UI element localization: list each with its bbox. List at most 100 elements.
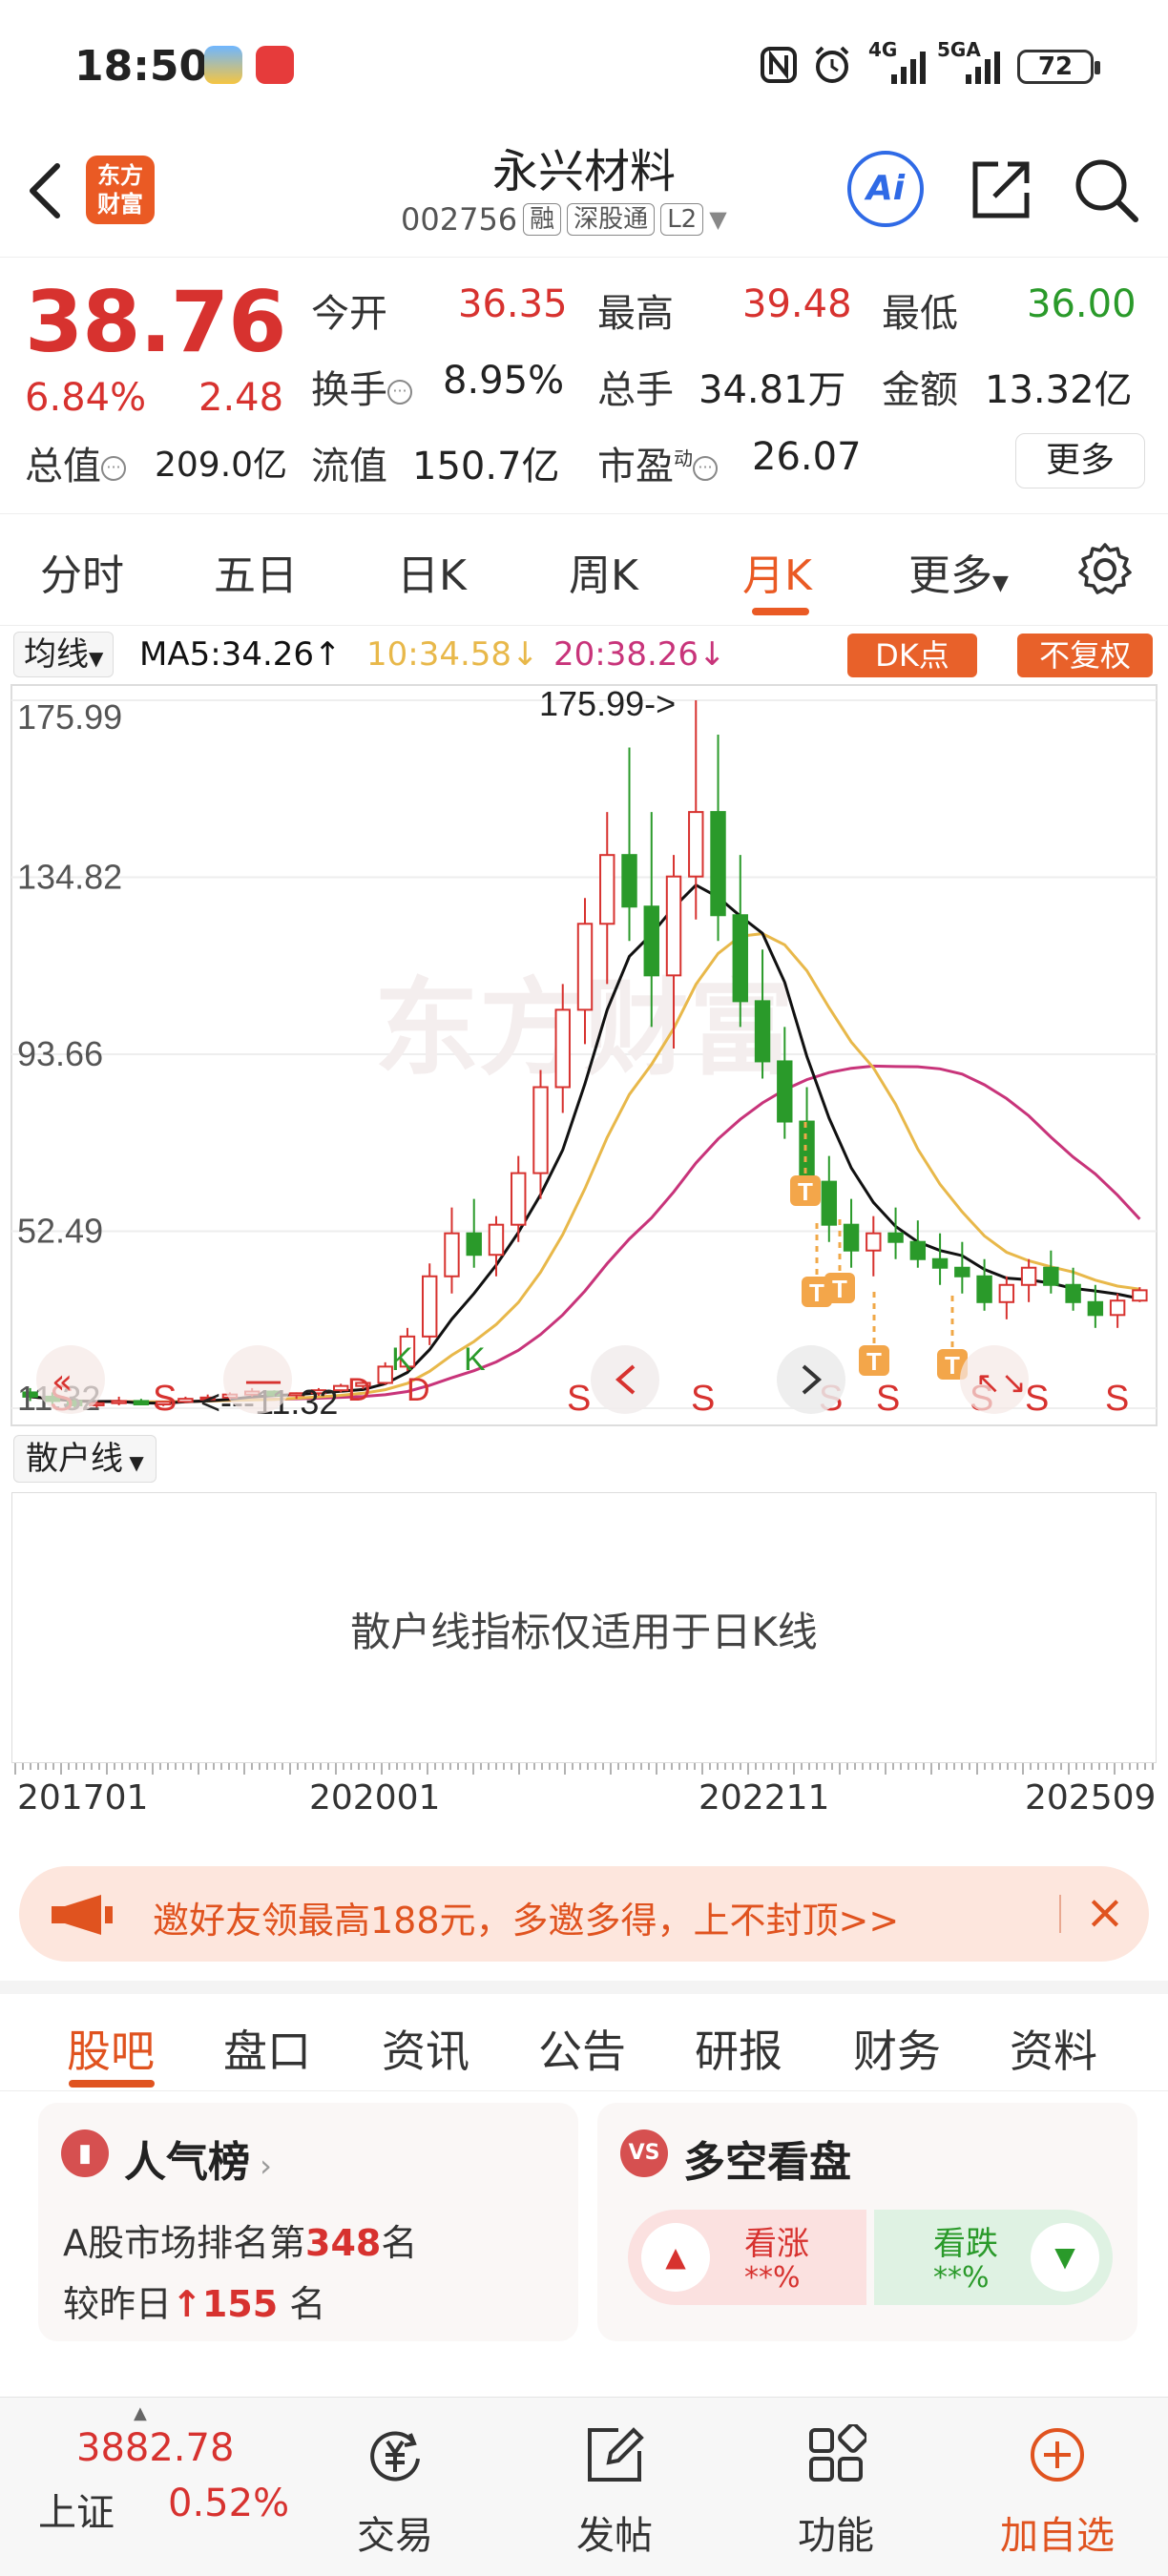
k-signal-label: K — [391, 1341, 413, 1378]
candle-body — [511, 1172, 527, 1226]
stock-code-row[interactable]: 002756 融 深股通 L2 ▼ — [401, 200, 727, 239]
candle-body — [799, 1120, 815, 1183]
pe-label[interactable]: 市盈动 ··· — [597, 435, 718, 490]
tab-five-day[interactable]: 五日 — [214, 551, 298, 600]
tab-financials[interactable]: 财务 — [853, 2025, 941, 2077]
more-button[interactable]: 更多 — [1015, 433, 1145, 488]
no-adjust-button[interactable]: 不复权 — [1017, 634, 1153, 677]
candle-body — [843, 1223, 860, 1252]
invite-banner[interactable]: 邀好友领最高188元，多邀多得，上不封顶>> × — [19, 1866, 1149, 1962]
candle-body — [931, 1257, 949, 1269]
period-tabs: 分时 五日 日K 周K 月K 更多▼ — [0, 513, 1168, 626]
down-triangle-icon: ▼ — [1031, 2223, 1099, 2292]
gear-icon[interactable] — [1076, 541, 1134, 598]
tab-news[interactable]: 资讯 — [382, 2025, 469, 2077]
index-expand-icon[interactable]: ▲ — [134, 2403, 147, 2423]
tab-more-periods[interactable]: 更多▼ — [908, 551, 1009, 600]
candle-body — [621, 854, 637, 908]
quote-panel: 38.76 6.84% 2.48 今开 36.35 最高 39.48 最低 36… — [0, 260, 1168, 508]
x-label: 202001 — [309, 1778, 441, 1818]
tab-order-book[interactable]: 盘口 — [223, 2025, 311, 2077]
tab-monthly-k[interactable]: 月K — [742, 551, 812, 600]
tab-intraday[interactable]: 分时 — [40, 551, 124, 600]
nav-functions-label: 功能 — [798, 2514, 874, 2558]
popularity-title: 人气榜 › — [124, 2138, 272, 2187]
popularity-card[interactable]: ▮ 人气榜 › A股市场排名第348名 较昨日↑155 名 — [38, 2103, 578, 2341]
index-value[interactable]: 3882.78 — [76, 2426, 235, 2470]
dk-point-button[interactable]: DK点 — [847, 634, 977, 677]
ma-select[interactable]: 均线▼ — [13, 632, 115, 677]
banner-divider — [1059, 1895, 1061, 1933]
tab-announcements[interactable]: 公告 — [538, 2025, 626, 2077]
tab-daily-k[interactable]: 日K — [397, 551, 467, 600]
candle-body — [954, 1266, 970, 1278]
chart-next-button[interactable] — [777, 1345, 845, 1414]
chart-zoom-in-button[interactable] — [223, 1345, 292, 1414]
collapse-icon: « — [52, 1362, 73, 1402]
signal-icon-2 — [966, 52, 1000, 84]
y-tick-label: 52.49 — [17, 1211, 103, 1250]
tab-weekly-k[interactable]: 周K — [569, 551, 638, 600]
turnover-label[interactable]: 换手 ··· — [311, 359, 412, 414]
candle-body — [754, 1000, 771, 1063]
tab-profile[interactable]: 资料 — [1010, 2025, 1097, 2077]
sell-signal-label: S — [691, 1379, 715, 1419]
chart-collapse-button[interactable] — [36, 1345, 105, 1414]
search-icon[interactable] — [1069, 153, 1141, 225]
tab-forum[interactable]: 股吧 — [67, 2025, 155, 2077]
close-icon[interactable]: × — [1085, 1884, 1125, 1940]
open-label: 今开 — [311, 292, 387, 336]
long-short-card: VS 多空看盘 ▲ 看涨 **% 看跌 **% ▼ — [597, 2103, 1137, 2341]
candle-body — [887, 1232, 904, 1243]
bearish-vote[interactable]: 看跌 **% ▼ — [874, 2210, 1113, 2305]
market-cap-label[interactable]: 总值 ··· — [25, 435, 126, 490]
sell-signal-label: S — [876, 1379, 900, 1419]
x-label: 202211 — [699, 1778, 830, 1818]
candle-body — [355, 1381, 371, 1387]
ai-button[interactable]: Ai — [847, 151, 924, 227]
candle-body — [1065, 1283, 1081, 1303]
stock-code: 002756 — [401, 201, 518, 238]
back-arrow-icon[interactable] — [19, 153, 76, 229]
t-signal-label: T — [866, 1347, 882, 1376]
current-price: 38.76 — [25, 273, 286, 371]
bullish-vote[interactable]: ▲ 看涨 **% — [628, 2210, 866, 2305]
chart-prev-button[interactable] — [591, 1345, 659, 1414]
stock-header: 东方 财富 永兴材料 002756 融 深股通 L2 ▼ Ai — [0, 134, 1168, 258]
margin-tag: 融 — [523, 203, 562, 236]
nav-add-watchlist[interactable]: 加自选 — [991, 2417, 1124, 2560]
candle-body — [866, 1232, 882, 1252]
status-time: 18:50 — [74, 42, 209, 91]
alarm-icon — [815, 46, 849, 83]
high-label: 最高 — [597, 292, 674, 336]
active-tab-indicator — [69, 2080, 155, 2088]
info-icon: ··· — [693, 456, 718, 481]
nav-functions[interactable]: 功能 — [769, 2417, 903, 2560]
candle-body — [377, 1365, 393, 1384]
tab-research[interactable]: 研报 — [695, 2025, 782, 2077]
dropdown-icon: ▼ — [123, 1451, 144, 1474]
network-label-2: 5GA — [937, 38, 981, 61]
candle-body — [488, 1223, 505, 1257]
candle-body — [821, 1180, 838, 1226]
volume-value: 34.81万 — [699, 368, 846, 412]
brand-logo[interactable]: 东方 财富 — [86, 156, 155, 224]
y-tick-label: 134.82 — [17, 858, 122, 897]
chart-expand-button[interactable] — [960, 1345, 1029, 1414]
nav-trade[interactable]: 交易 — [328, 2417, 462, 2560]
candle-body — [466, 1232, 482, 1257]
t-signal-badge — [859, 1345, 889, 1376]
change-amount: 2.48 — [198, 376, 284, 420]
chevron-left-icon — [615, 1364, 636, 1395]
amount-label: 金额 — [882, 368, 958, 412]
network-label-1: 4G — [868, 38, 898, 61]
nav-post[interactable]: 发帖 — [548, 2417, 681, 2560]
battery-indicator: 72 — [1017, 50, 1100, 84]
share-icon[interactable] — [966, 153, 1038, 225]
float-cap-label: 流值 — [311, 445, 387, 488]
change-percent: 6.84% — [25, 376, 147, 420]
stock-name: 永兴材料 — [491, 145, 676, 198]
indicator-select[interactable]: 散户线 ▼ — [13, 1435, 156, 1483]
candle-body — [710, 811, 726, 917]
